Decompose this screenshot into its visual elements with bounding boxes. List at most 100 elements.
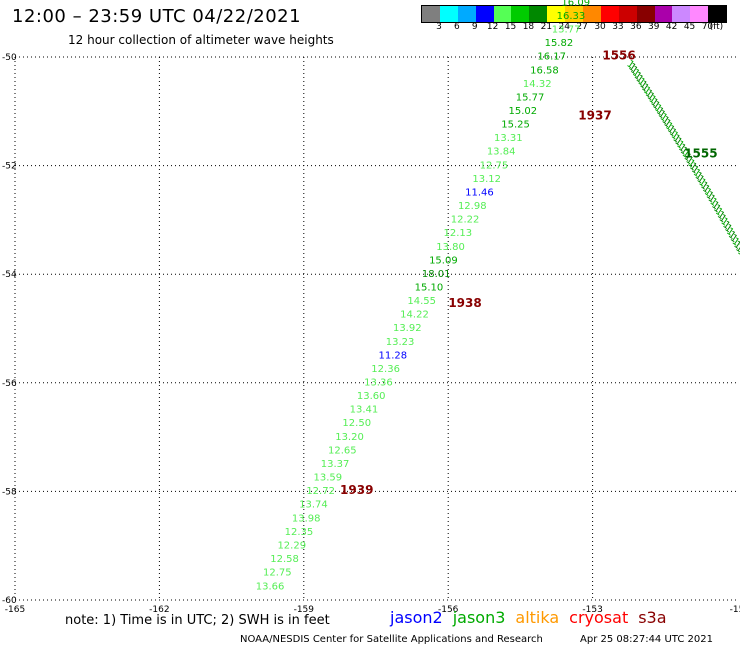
track-mark: 1 (654, 106, 666, 119)
swh-label: 15.02 (508, 106, 537, 117)
track-mark: 1 (678, 145, 690, 158)
track-mark: 1 (641, 85, 653, 98)
track-mark: 1 (706, 193, 718, 206)
y-tick-label: -50 (2, 53, 17, 63)
color-scale-label: 36 (630, 22, 642, 32)
track-mark: 1 (632, 70, 644, 83)
track-mark: 1 (637, 79, 649, 92)
x-tick-label: -159 (294, 605, 315, 615)
swh-label: 16.09 (561, 0, 590, 8)
footer-note: note: 1) Time is in UTC; 2) SWH is in fe… (65, 613, 330, 628)
color-scale-labels: 3 6 9 12 15 18 21 24 27 30 33 36 39 42 45 70 (ft) (421, 22, 727, 34)
color-swatch (636, 6, 655, 22)
swh-label: 12.75 (263, 568, 292, 579)
swh-label: 18.01 (422, 269, 451, 280)
track-mark: 1 (711, 203, 723, 216)
track-mark: 1 (649, 97, 661, 110)
swh-label: 13.59 (314, 473, 343, 484)
swh-label: 13.92 (393, 323, 422, 334)
swh-labels: 13.66 12.75 12.58 12.29 12.35 13.98 13.74 12.72… (256, 0, 718, 593)
color-swatch (529, 6, 548, 22)
credit-text: NOAA/NESDIS Center for Satellite Applica… (240, 634, 543, 645)
swh-label: 12.13 (444, 228, 473, 239)
swh-label: 14.55 (407, 296, 436, 307)
swh-label: 12.35 (285, 527, 314, 538)
track-mark: 1 (625, 59, 637, 72)
track-mark: 1 (735, 246, 740, 259)
track-mark: 1 (674, 139, 686, 152)
color-swatch (475, 6, 494, 22)
track-mark: 1 (660, 115, 672, 128)
track-mark: 1 (693, 170, 705, 183)
swh-label: 15.82 (545, 38, 574, 49)
track-mark: 1 (733, 243, 740, 256)
color-scale-label: 39 (648, 22, 660, 32)
swh-label: 14.22 (400, 310, 429, 321)
color-scale-label: 12 (486, 22, 499, 32)
legend-jason2: jason2 (390, 608, 443, 627)
track-mark: 1 (636, 76, 648, 89)
track-mark: 1 (722, 223, 734, 236)
track-mark: 1 (728, 233, 740, 246)
track-mark: 1 (697, 177, 709, 190)
swh-label: 12.75 (480, 160, 509, 171)
chart-subtitle: 12 hour collection of altimeter wave hei… (68, 33, 334, 47)
swh-label: 13.31 (494, 133, 523, 144)
track-mark: 1 (685, 158, 697, 171)
track-mark: 1 (698, 180, 710, 193)
color-scale-bar (421, 5, 728, 23)
x-tick-label: -165 (5, 605, 25, 615)
color-scale-label: 9 (471, 22, 478, 32)
axis-labels: -165 -162 -159 -156 -153 -15 -50 -52 -54 -56 -58 -6… (2, 53, 740, 615)
track-mark: 1 (663, 121, 675, 134)
swh-label: 13.41 (350, 405, 379, 416)
swh-label: 13.36 (364, 378, 393, 389)
swh-label: 13.20 (335, 432, 364, 443)
satellite-track: 1111111111111111111111111111111111111111… (625, 59, 740, 259)
swh-label: 11.46 (465, 187, 494, 198)
swh-label: 15.09 (429, 255, 458, 266)
track-mark: 1 (695, 174, 707, 187)
track-mark: 1 (721, 219, 733, 232)
swh-label: 13.74 (299, 500, 328, 511)
x-tick-label: -153 (582, 605, 602, 615)
track-mark: 1 (645, 91, 657, 104)
swh-label: 13.98 (292, 513, 321, 524)
track-mark: 1 (708, 196, 720, 209)
y-tick-label: -58 (2, 487, 17, 497)
y-tick-label: -54 (2, 270, 17, 280)
swh-label: 12.29 (277, 540, 306, 551)
color-scale-label: 21 (540, 22, 553, 32)
color-scale-label: 27 (576, 22, 588, 32)
color-scale-label: 42 (665, 22, 678, 32)
track-mark: 1 (661, 118, 673, 131)
color-scale-label: 33 (612, 22, 624, 32)
x-tick-label: -156 (438, 605, 459, 615)
color-scale-label: 30 (594, 22, 606, 32)
swh-label: 16.58 (530, 65, 559, 76)
time-label: 1938 (448, 296, 481, 310)
color-scale-label: 6 (453, 22, 460, 32)
track-mark: 1 (669, 130, 681, 143)
track-mark: 1 (724, 226, 736, 239)
color-scale-label: 18 (522, 22, 535, 32)
swh-label: 11.28 (379, 350, 408, 361)
color-swatch (422, 6, 440, 22)
track-mark: 1 (713, 206, 725, 219)
swh-label: 15.10 (415, 282, 444, 293)
swh-label: 13.77 (552, 25, 581, 36)
swh-label: 12.98 (458, 201, 487, 212)
track-mark: 1 (700, 183, 712, 196)
track-mark: 1 (671, 133, 683, 146)
color-scale-label: (ft) (709, 22, 724, 32)
swh-label: 14.32 (523, 79, 552, 90)
satellite-legend: jason2 jason3 altika cryosat s3a (390, 608, 667, 627)
swh-label: 12.36 (371, 364, 400, 375)
swh-label: 13.80 (436, 242, 465, 253)
color-scale-label: 45 (683, 22, 696, 32)
swh-label: 13.60 (357, 391, 386, 402)
track-mark: 1 (689, 164, 701, 177)
y-tick-label: -52 (2, 162, 17, 172)
swh-label: 13.23 (386, 337, 415, 348)
track-mark: 1 (643, 88, 655, 101)
